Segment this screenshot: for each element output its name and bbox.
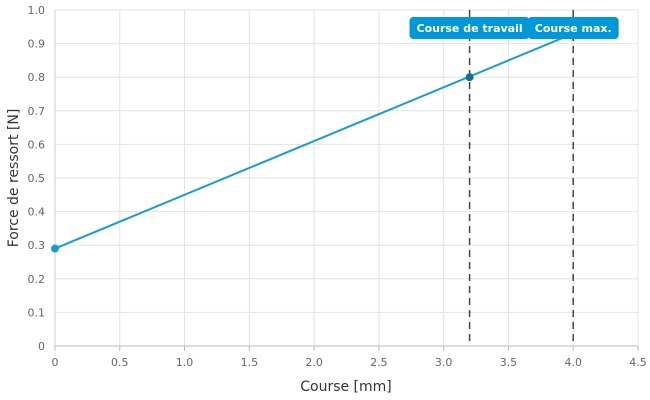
y-tick-label: 0.8 (28, 71, 46, 84)
y-tick-label: 0.7 (28, 105, 46, 118)
annotation-label: Course de travail (409, 17, 530, 39)
x-tick-label: 3.5 (500, 356, 518, 369)
data-point (465, 73, 474, 82)
y-tick-label: 0.1 (28, 306, 46, 319)
y-axis-title: Force de ressort [N] (6, 109, 22, 248)
annotation-text: Course de travail (417, 22, 523, 35)
y-tick-labels: 0 0.1 0.2 0.3 0.4 0.5 0.6 0.7 0.8 0.9 1.0 (28, 4, 46, 353)
annotations-layer: Course de travail Course max. (409, 17, 619, 39)
grid (54, 9, 639, 347)
y-tick-label: 0 (38, 340, 45, 353)
axes (54, 10, 639, 351)
series-line (54, 32, 574, 250)
annotation-text: Course max. (535, 22, 612, 35)
annotation-box (527, 17, 619, 39)
markers-layer (51, 73, 474, 253)
y-tick-label: 0.2 (28, 273, 46, 286)
x-tick-label: 0 (52, 356, 59, 369)
x-tick-label: 0.5 (111, 356, 129, 369)
y-tick-label: 0.4 (28, 206, 46, 219)
reference-lines (468, 10, 574, 346)
series-layer (54, 32, 574, 250)
x-axis-title: Course [mm] (300, 379, 392, 395)
annotation-box (409, 17, 530, 39)
x-tick-label: 4.0 (564, 356, 582, 369)
x-tick-labels: 0 0.5 1.0 1.5 2.0 2.5 3.0 3.5 4.0 4.5 (52, 356, 647, 369)
x-tick-label: 2.0 (305, 356, 323, 369)
x-tick-label: 4.5 (629, 356, 647, 369)
y-tick-label: 1.0 (28, 4, 46, 17)
annotation-label: Course max. (527, 17, 619, 39)
x-tick-label: 1.0 (176, 356, 194, 369)
x-tick-label: 3.0 (435, 356, 453, 369)
x-tick-label: 2.5 (370, 356, 388, 369)
data-point (51, 244, 59, 253)
y-tick-label: 0.5 (28, 172, 46, 185)
x-tick-label: 1.5 (241, 356, 259, 369)
y-tick-label: 0.6 (28, 138, 46, 151)
y-tick-label: 0.9 (28, 38, 46, 51)
y-tick-label: 0.3 (28, 239, 46, 252)
